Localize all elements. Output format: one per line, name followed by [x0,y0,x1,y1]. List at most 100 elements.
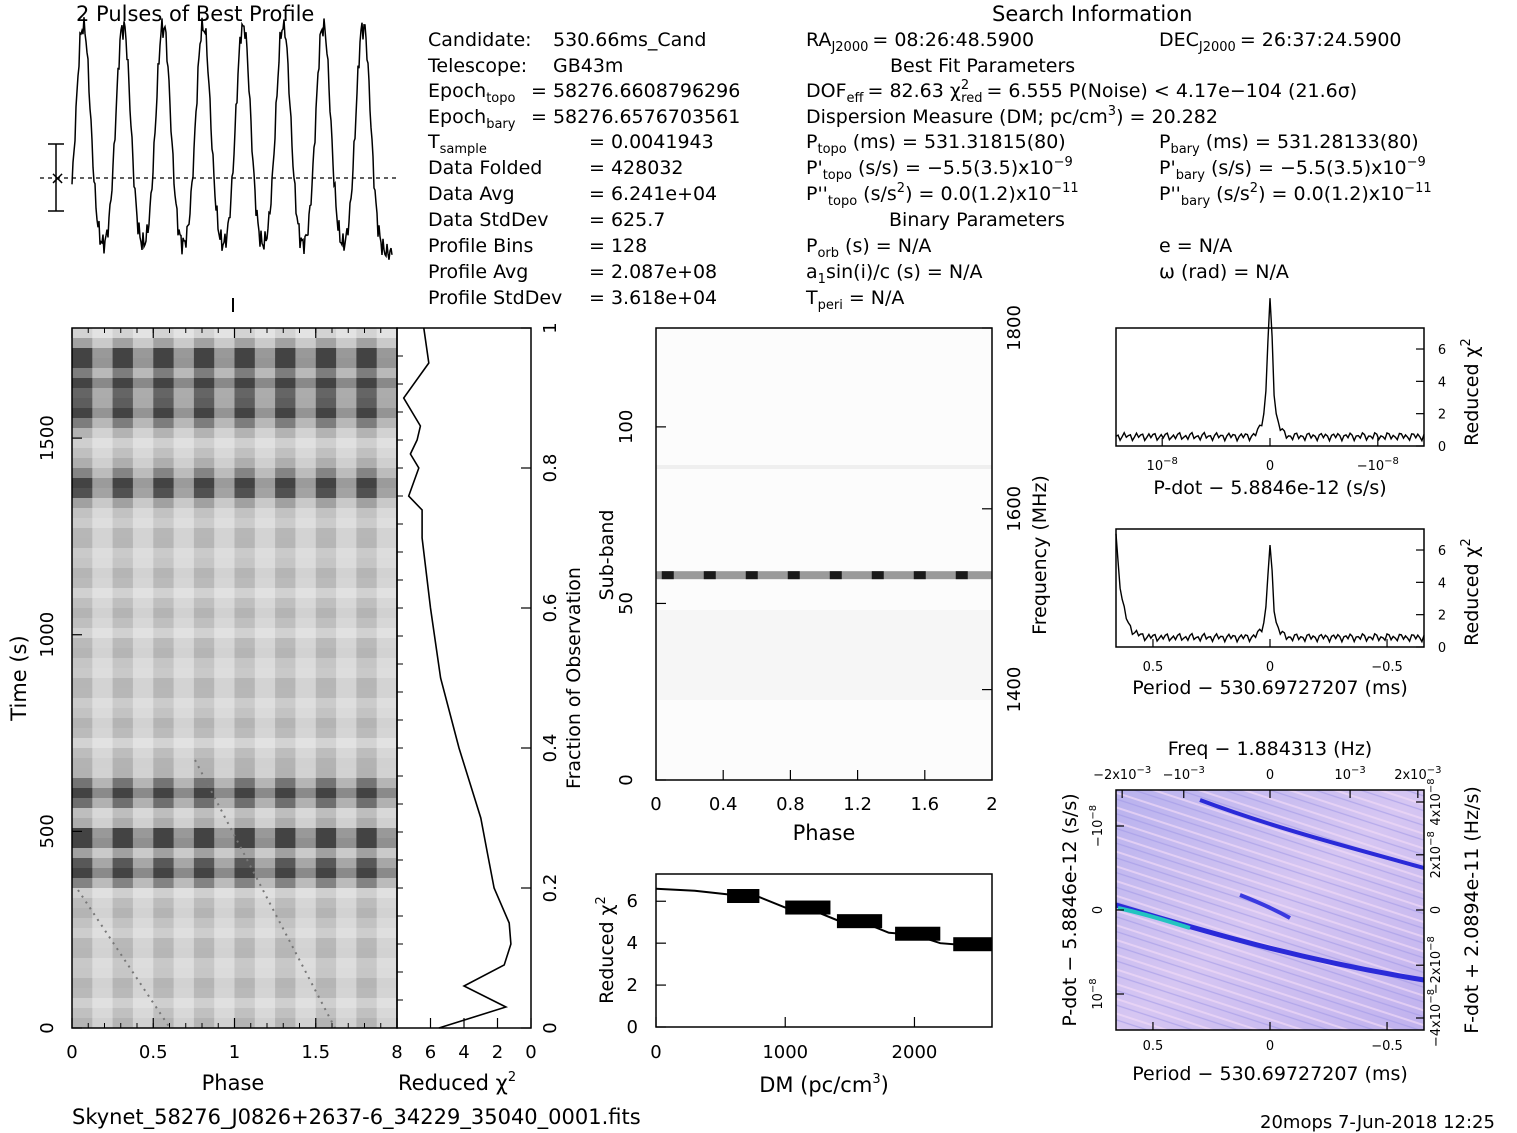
time-phase-cell [153,518,175,529]
subband-pulse [829,571,842,580]
tick-exponent: −8 [1163,456,1178,467]
time-phase-cell [376,898,398,909]
time-phase-cell [214,788,235,799]
tick-exponent: −8 [1426,936,1437,951]
time-phase-cell [193,898,215,909]
time-phase-cell [153,338,175,349]
time-phase-cell [92,628,114,639]
time-phase-cell [234,378,256,389]
dm-chi-y-tick: 0 [627,1017,638,1038]
time-phase-cell [234,838,256,849]
time-phase-cell [356,468,378,479]
time-phase-cell [132,338,154,349]
time-phase-cell [92,948,114,959]
time-phase-cell [72,338,93,349]
time-phase-cell [254,968,276,979]
interference-streak [194,759,336,1029]
time-phase-cell [275,658,296,669]
ppd-freq-tick: 10−3 [1334,765,1365,783]
time-phase-cell [112,508,134,519]
time-phase-cell [193,618,215,629]
time-phase-cell [173,358,195,369]
time-phase-cell [112,938,134,949]
time-phase-cell [295,538,317,549]
time-phase-cell [193,518,215,529]
time-phase-cell [376,478,398,489]
time-phase-cell [234,678,256,689]
time-phase-cell [295,388,317,399]
time-phase-cell [132,938,154,949]
time-phase-cell [356,758,378,769]
time-phase-cell [112,788,134,799]
time-phase-cell [132,828,154,839]
time-phase-cell [234,638,256,649]
time-phase-cell [295,408,317,419]
time-phase-cell [315,708,337,719]
time-phase-cell [254,368,276,379]
time-phase-cell [275,438,296,449]
dm-chi-y-tick: 4 [627,933,638,954]
time-phase-cell [72,578,93,589]
time-phase-cell [295,428,317,439]
pdot-axis-label: P-dot − 5.8846e-12 (s/s) [1153,477,1386,499]
time-phase-cell [356,578,378,589]
time-phase-cell [132,688,154,699]
fraction-y-tick: 0 [540,1022,561,1033]
time-phase-cell [336,418,357,429]
time-phase-cell [295,348,317,359]
time-phase-cell [72,598,93,609]
time-phase-cell [336,508,357,519]
time-phase-cell [356,498,378,509]
time-phase-cell [72,698,93,709]
time-phase-cell [214,858,235,869]
time-phase-cell [275,468,296,479]
time-phase-cell [275,558,296,569]
time-phase-cell [336,568,357,579]
time-phase-cell [214,488,235,499]
time-phase-cell [112,458,134,469]
subband-faint-row [656,465,992,469]
time-phase-cell [193,348,215,359]
fraction-y-tick: 0.6 [540,594,561,623]
time-phase-cell [356,958,378,969]
time-phase-cell [356,438,378,449]
time-phase-cell [92,888,114,899]
time-phase-cell [336,1008,357,1019]
time-phase-cell [376,358,398,369]
time-phase-cell [336,858,357,869]
time-phase-cell [275,608,296,619]
time-phase-cell [275,418,296,429]
fit-info: RAJ2000 = 08:26:48.5900 DOFeff = 82.63 χ2 r… [805,29,1357,313]
time-phase-cell [92,578,114,589]
time-phase-cell [315,1008,337,1019]
ppd-fdot-tick: 4x10−8 [1426,778,1444,825]
period-axis-label: Period − 530.69727207 (ms) [1132,677,1408,699]
time-phase-cell [315,488,337,499]
time-y-tick: 500 [37,814,58,848]
time-phase-cell [315,608,337,619]
time-phase-cell [173,478,195,489]
time-phase-cell [92,898,114,909]
time-phase-cell [376,818,398,829]
pddot-bary-line: P''bary (s/s2) = 0.0(1.2)x10−11 [1159,181,1432,209]
time-phase-cell [376,438,398,449]
time-phase-cell [132,968,154,979]
time-phase-cell [356,648,378,659]
time-phase-cell [336,728,357,739]
time-phase-cell [295,628,317,639]
time-phase-cell [336,358,357,369]
time-phase-cell [336,638,357,649]
time-phase-cell [153,668,175,679]
time-phase-cell [92,698,114,709]
time-phase-cell [254,558,276,569]
ridge-3 [1239,893,1291,920]
time-phase-cell [214,498,235,509]
time-phase-cell [112,868,134,879]
time-phase-cell [92,778,114,789]
time-phase-cell [92,768,114,779]
time-phase-cell [173,698,195,709]
time-phase-cell [356,778,378,789]
time-phase-cell [173,378,195,389]
time-phase-cell [295,968,317,979]
time-phase-cell [315,368,337,379]
